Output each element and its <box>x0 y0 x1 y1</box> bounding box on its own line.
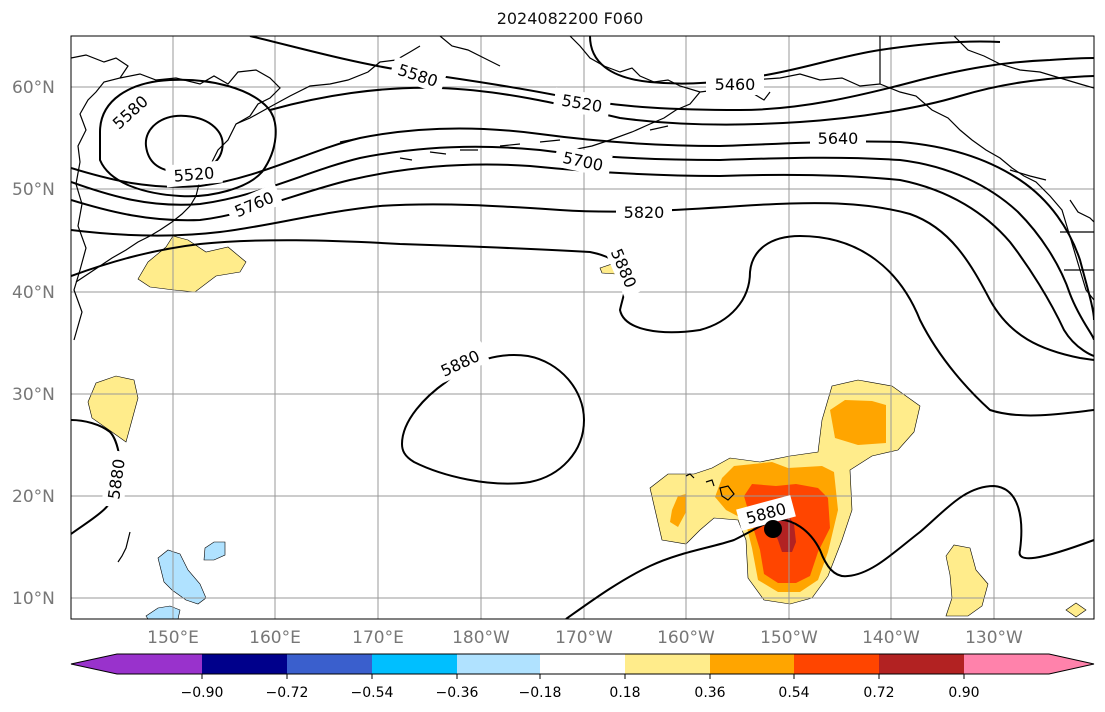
colorbar: −0.90 −0.72 −0.54 −0.36 −0.18 0.18 0.36 … <box>70 653 1095 701</box>
colorbar-bin <box>372 654 457 674</box>
colorbar-bin <box>964 654 1049 674</box>
colorbar-tick: 0.90 <box>948 685 979 701</box>
colorbar-extend-high <box>1049 654 1094 674</box>
colorbar-tick: −0.90 <box>181 685 224 701</box>
colorbar-tick: −0.36 <box>436 685 479 701</box>
storm-center-marker <box>764 520 782 538</box>
coast-gulf-alaska <box>879 83 1094 301</box>
contour-5640 <box>71 127 1094 321</box>
coast-kamchatka-asia <box>71 54 129 341</box>
graticule <box>71 36 1094 619</box>
coast-bering-west <box>235 45 421 125</box>
island-hawaii-1 <box>685 473 695 479</box>
contour-5520-low <box>144 114 224 174</box>
anomaly-shading <box>87 235 1087 619</box>
lat-tick: 60°N <box>12 78 55 98</box>
contour-5880-central <box>400 354 586 485</box>
colorbar-bin <box>794 654 879 674</box>
colorbar-tick: 0.18 <box>609 685 640 701</box>
coast-inland-1 <box>953 36 1094 89</box>
colorbar-tick: 0.54 <box>778 685 809 701</box>
lon-tick: 180°W <box>452 628 510 648</box>
colorbar-tick: 0.36 <box>694 685 725 701</box>
contour-label-masks <box>101 56 866 531</box>
anomaly-patch-far-east <box>1065 602 1087 618</box>
contour-5880-north <box>71 234 1094 417</box>
anomaly-orange-west <box>670 494 686 527</box>
lon-tick: 170°W <box>555 628 613 648</box>
anomaly-orange-north <box>830 400 886 445</box>
contour-5880-south <box>565 484 1094 619</box>
colorbar-bin <box>287 654 372 674</box>
lon-tick: 160°E <box>249 628 301 648</box>
colorbar-tick: −0.72 <box>266 685 309 701</box>
contour-label: 5460 <box>715 75 756 94</box>
colorbar-bin <box>540 654 625 674</box>
lon-tick: 150°W <box>760 628 818 648</box>
anomaly-patch-west <box>87 375 139 443</box>
contour-5820 <box>71 202 1094 361</box>
coast-inland-2 <box>1009 169 1047 181</box>
height-contours <box>71 36 1094 619</box>
contour-label: 5700 <box>561 148 605 175</box>
coastlines <box>71 36 1094 563</box>
island-ussr-north <box>439 36 501 67</box>
colorbar-bin <box>117 654 202 674</box>
island-minor-1 <box>117 531 131 563</box>
colorbar-tick: −0.54 <box>351 685 394 701</box>
contour-5700 <box>71 145 1094 341</box>
anomaly-blue-1 <box>157 549 207 605</box>
map-title: 2024082200 F060 <box>496 9 644 28</box>
lon-tick: 130°W <box>965 628 1023 648</box>
contour-label: 5640 <box>818 129 859 148</box>
colorbar-bin <box>710 654 794 674</box>
lon-tick: 170°E <box>352 628 404 648</box>
coast-bering-east <box>569 36 881 93</box>
coast-pacific-nw <box>1069 199 1094 223</box>
map-frame <box>70 35 1095 620</box>
coast-okhotsk <box>119 69 281 181</box>
lat-tick: 20°N <box>12 487 55 507</box>
island-hawaii-3 <box>719 485 735 501</box>
island-hawaii-2 <box>705 479 715 487</box>
coast-alaska-peninsula <box>571 91 701 151</box>
contour-5580-ring <box>99 78 277 198</box>
lat-tick: 10°N <box>12 589 55 609</box>
contour-5580-north <box>249 36 1094 112</box>
lat-tick: 50°N <box>12 180 55 200</box>
colorbar-bin <box>457 654 540 674</box>
longitude-labels: 150°E 160°E 170°E 180°W 170°W 160°W 150°… <box>147 628 1023 648</box>
lat-tick: 30°N <box>12 385 55 405</box>
lon-tick: 140°W <box>862 628 920 648</box>
lon-tick: 160°W <box>657 628 715 648</box>
contour-5520-north <box>269 75 1094 126</box>
anomaly-patch-east <box>945 544 989 617</box>
lat-tick: 40°N <box>12 283 55 303</box>
latitude-labels: 60°N 50°N 40°N 30°N 20°N 10°N <box>12 78 55 609</box>
colorbar-outline <box>70 653 1095 675</box>
contour-label: 5520 <box>560 91 603 117</box>
anomaly-blue-2 <box>203 541 226 561</box>
colorbar-extend-low <box>71 654 117 674</box>
lon-tick: 150°E <box>147 628 199 648</box>
anomaly-blue-3 <box>145 605 181 619</box>
colorbar-bin <box>879 654 964 674</box>
island-kodiak <box>753 91 771 101</box>
contour-label: 5820 <box>624 203 665 222</box>
colorbar-tick: −0.18 <box>519 685 562 701</box>
contour-label: 5520 <box>173 163 215 185</box>
colorbar-bin <box>202 654 287 674</box>
colorbar-tick: 0.72 <box>863 685 894 701</box>
colorbar-bin <box>625 654 710 674</box>
